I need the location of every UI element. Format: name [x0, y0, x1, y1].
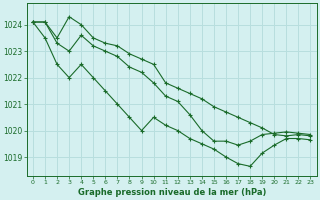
X-axis label: Graphe pression niveau de la mer (hPa): Graphe pression niveau de la mer (hPa): [77, 188, 266, 197]
